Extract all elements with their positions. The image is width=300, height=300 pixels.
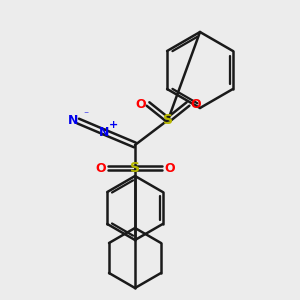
Text: N: N — [68, 115, 78, 128]
Text: S: S — [130, 161, 140, 175]
Text: O: O — [95, 161, 106, 175]
Text: O: O — [135, 98, 146, 110]
Text: +: + — [108, 120, 118, 130]
Text: O: O — [190, 98, 201, 110]
Text: ⁻: ⁻ — [83, 110, 88, 120]
Text: N: N — [99, 125, 109, 139]
Text: S: S — [163, 113, 173, 127]
Text: O: O — [164, 161, 175, 175]
